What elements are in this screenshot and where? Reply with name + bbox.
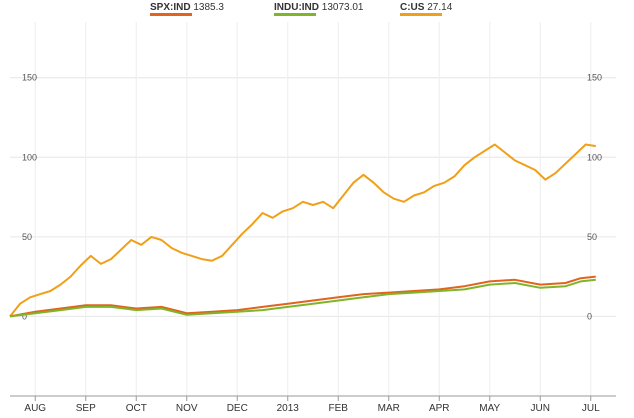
legend-swatch — [400, 13, 442, 16]
y-tick-label: 50 — [22, 232, 32, 242]
x-tick-label: DEC — [227, 403, 248, 414]
legend-item: INDU:IND 13073.01 — [274, 2, 364, 16]
y-tick-label: 150 — [22, 73, 37, 83]
x-tick-label: AUG — [24, 403, 46, 414]
legend-ticker: C:US — [400, 2, 425, 13]
y-tick-label: 100 — [22, 152, 37, 162]
x-tick-label: SEP — [76, 403, 96, 414]
y-tick-label: 0 — [587, 311, 592, 321]
legend-value: 1385.3 — [190, 2, 224, 13]
series-lines — [9, 143, 596, 318]
x-tick-label: OCT — [126, 403, 147, 414]
legend-ticker: SPX:IND — [150, 2, 191, 13]
y-tick-label: 0 — [22, 311, 27, 321]
x-tick-label: MAY — [479, 403, 500, 414]
legend-ticker: INDU:IND — [274, 2, 319, 13]
x-axis: AUG SEP OCT NOV DEC 2013 FEB MAR APR MAY JUN JUL — [10, 395, 616, 414]
y-axis-right: 0 50 100 150 — [587, 73, 602, 322]
y-tick-label: 150 — [587, 73, 602, 83]
grid — [10, 22, 616, 396]
legend-value: 27.14 — [424, 2, 453, 13]
x-tick-label: NOV — [176, 403, 198, 414]
legend-item: SPX:IND 1385.3 — [150, 2, 224, 16]
x-tick-label: APR — [429, 403, 450, 414]
y-axis-left: 0 50 100 150 — [22, 73, 37, 322]
x-tick-label: MAR — [378, 403, 400, 414]
legend-item: C:US 27.14 — [400, 2, 452, 16]
series-line-spx-ind — [9, 275, 596, 318]
series-line-c-us — [9, 143, 596, 318]
x-tick-label: JUN — [531, 403, 550, 414]
legend: SPX:IND 1385.3 INDU:IND 13073.01 C:US 27.1… — [0, 0, 634, 18]
legend-swatch — [150, 13, 192, 16]
x-tick-label: FEB — [329, 403, 349, 414]
legend-value: 13073.01 — [319, 2, 364, 13]
y-tick-label: 50 — [587, 232, 597, 242]
x-tick-label: JUL — [582, 403, 600, 414]
legend-swatch — [274, 13, 316, 16]
series-line-indu-ind — [9, 278, 596, 318]
x-tick-label: 2013 — [277, 403, 300, 414]
y-tick-label: 100 — [587, 152, 602, 162]
